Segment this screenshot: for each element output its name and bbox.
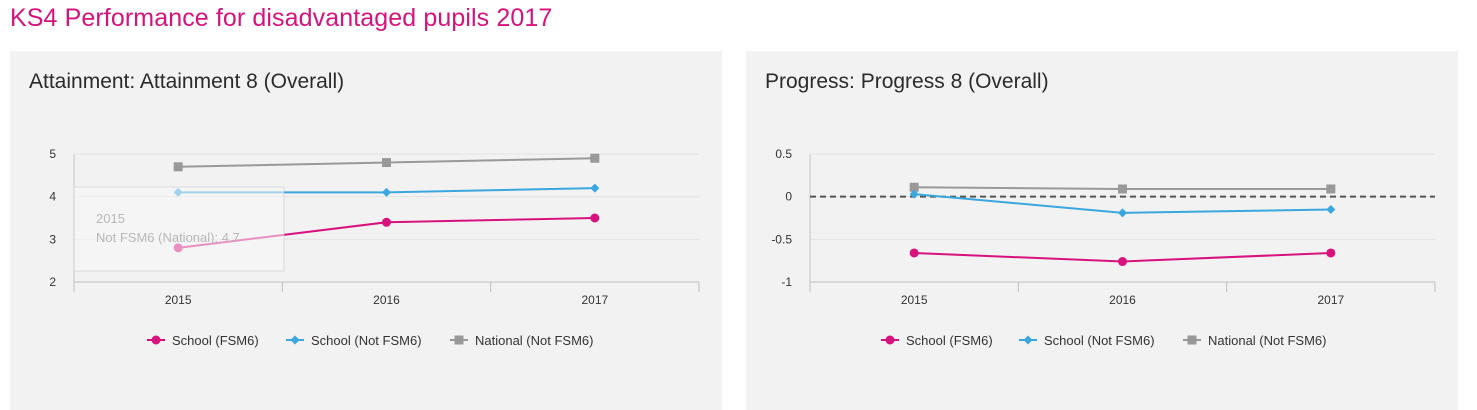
data-point bbox=[1118, 208, 1127, 218]
legend-label: National (Not FSM6) bbox=[1208, 333, 1326, 348]
x-tick-label: 2016 bbox=[373, 293, 400, 307]
legend-item-school-fsm6: School (FSM6) bbox=[881, 333, 993, 348]
series-national-not-fsm6 bbox=[173, 153, 600, 172]
legend-item-school-not-fsm6: School (Not FSM6) bbox=[286, 333, 422, 348]
legend-item-national-not-fsm6: National (Not FSM6) bbox=[450, 333, 593, 348]
legend-item-school-fsm6: School (FSM6) bbox=[147, 333, 259, 348]
legend-label: School (FSM6) bbox=[172, 333, 259, 348]
y-tick-label: 0 bbox=[785, 190, 792, 204]
data-point bbox=[1326, 184, 1336, 194]
legend-marker bbox=[151, 335, 161, 345]
attainment-chart-title: Attainment: Attainment 8 (Overall) bbox=[29, 70, 345, 93]
data-point bbox=[1326, 204, 1336, 214]
y-tick-label: -1 bbox=[781, 275, 792, 289]
legend-marker bbox=[1023, 335, 1033, 345]
data-point bbox=[1326, 248, 1336, 258]
page-title: KS4 Performance for disadvantaged pupils… bbox=[10, 4, 553, 32]
tooltip: 2015 Not FSM6 (National): 4.7 bbox=[73, 186, 285, 272]
data-point bbox=[382, 187, 391, 197]
y-tick-label: 5 bbox=[49, 147, 56, 161]
legend-marker bbox=[290, 335, 300, 345]
data-point bbox=[173, 162, 183, 172]
y-tick-label: -0.5 bbox=[771, 232, 792, 246]
y-tick-label: 0.5 bbox=[775, 147, 792, 161]
data-point bbox=[382, 158, 391, 168]
legend-label: School (Not FSM6) bbox=[1044, 333, 1155, 348]
series-school-not-fsm6 bbox=[909, 189, 1336, 218]
legend-label: School (Not FSM6) bbox=[311, 333, 422, 348]
series-school-fsm6 bbox=[909, 248, 1336, 267]
legend: School (FSM6) School (Not FSM6) National (… bbox=[147, 333, 593, 348]
tooltip-title: 2015 bbox=[96, 211, 125, 226]
x-tick-label: 2017 bbox=[581, 293, 608, 307]
series-national-not-fsm6 bbox=[909, 182, 1336, 194]
data-point bbox=[1118, 184, 1127, 194]
legend: School (FSM6) School (Not FSM6) National (… bbox=[881, 333, 1326, 348]
progress-chart-title: Progress: Progress 8 (Overall) bbox=[765, 70, 1049, 93]
attainment-chart: 2 3 4 5 2015 2016 2017 School (FSM6) School (Not… bbox=[49, 147, 700, 348]
x-tick-label: 2015 bbox=[901, 293, 928, 307]
legend-item-national-not-fsm6: National (Not FSM6) bbox=[1183, 333, 1326, 348]
legend-label: School (FSM6) bbox=[906, 333, 993, 348]
data-point bbox=[590, 153, 600, 163]
data-point bbox=[590, 213, 600, 223]
y-tick-label: 2 bbox=[49, 275, 56, 289]
data-point bbox=[909, 182, 919, 192]
data-point bbox=[1118, 257, 1127, 267]
y-tick-label: 3 bbox=[49, 232, 56, 246]
legend-marker bbox=[1187, 335, 1197, 345]
tooltip-box bbox=[73, 186, 285, 272]
x-tick-label: 2016 bbox=[1109, 293, 1136, 307]
legend-marker bbox=[885, 335, 895, 345]
data-point bbox=[909, 189, 919, 199]
legend-label: National (Not FSM6) bbox=[475, 333, 593, 348]
data-point bbox=[590, 183, 600, 193]
x-tick-label: 2017 bbox=[1317, 293, 1344, 307]
data-point bbox=[909, 248, 919, 258]
legend-item-school-not-fsm6: School (Not FSM6) bbox=[1019, 333, 1155, 348]
tooltip-value: Not FSM6 (National): 4.7 bbox=[96, 230, 240, 245]
x-tick-label: 2015 bbox=[165, 293, 192, 307]
progress-panel: Progress: Progress 8 (Overall) -1 -0.5 0 0.… bbox=[746, 51, 1458, 410]
legend-marker bbox=[454, 335, 464, 345]
data-point bbox=[382, 217, 391, 227]
y-tick-label: 4 bbox=[49, 190, 56, 204]
